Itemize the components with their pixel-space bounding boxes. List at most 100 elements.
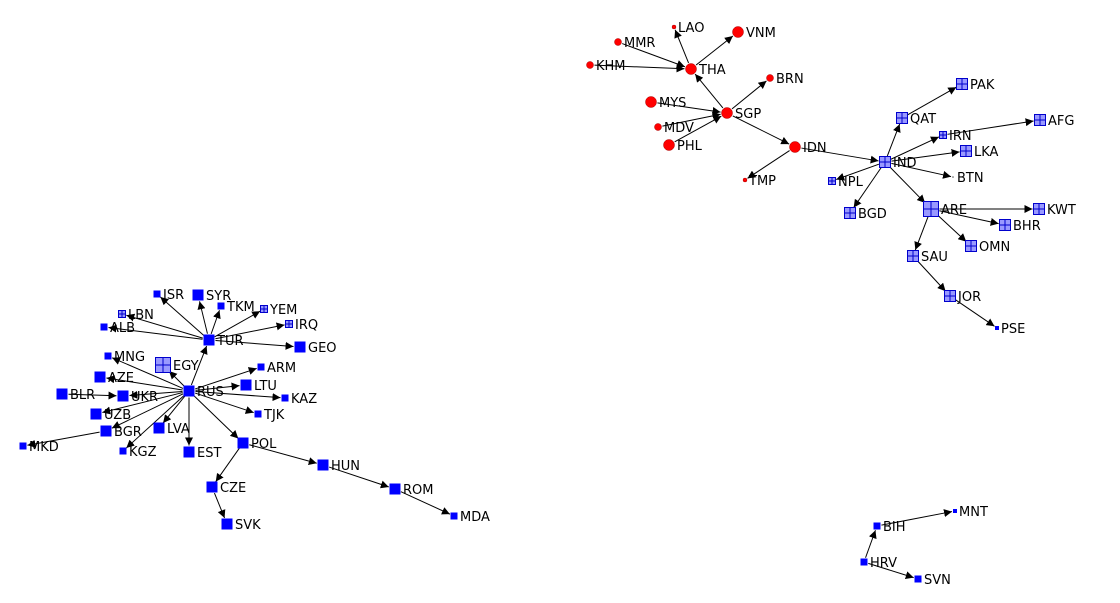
node-mnt — [953, 509, 957, 513]
node-mda — [450, 512, 458, 520]
node-label-hrv: HRV — [870, 556, 897, 571]
edge-idn-ind — [801, 147, 879, 164]
node-label-arm: ARM — [267, 361, 296, 376]
node-label-omn: OMN — [979, 240, 1010, 255]
edge-mys-sgp — [657, 102, 721, 115]
edge-hrv-svn — [868, 562, 914, 580]
node-alb — [100, 323, 108, 331]
node-label-syr: SYR — [206, 289, 231, 304]
node-afg — [1034, 114, 1046, 126]
node-label-hun: HUN — [331, 459, 360, 474]
node-label-svk: SVK — [235, 518, 261, 533]
edge-irn-afg — [947, 118, 1034, 135]
node-jor — [944, 290, 956, 302]
edge-rus-lva — [162, 395, 186, 424]
node-tha — [685, 63, 697, 75]
edge-pol-hun — [249, 444, 317, 466]
node-label-geo: GEO — [308, 341, 337, 356]
node-omn — [965, 240, 977, 252]
node-label-ukr: UKR — [131, 390, 158, 405]
edge-sgp-idn — [732, 115, 790, 145]
node-yem — [260, 305, 268, 313]
node-arm — [257, 363, 265, 371]
node-mdv — [654, 123, 662, 131]
node-ltu — [240, 379, 252, 391]
node-label-cze: CZE — [220, 481, 246, 496]
edge-khm-tha — [594, 64, 685, 73]
node-tmp — [742, 177, 748, 183]
node-idn — [789, 141, 801, 153]
edge-rus-uzb — [102, 392, 183, 415]
node-label-ind: IND — [893, 156, 917, 171]
edge-are-bhr — [939, 210, 999, 226]
node-label-bgd: BGD — [858, 207, 887, 222]
node-label-uzb: UZB — [104, 408, 131, 423]
edge-mdv-sgp — [662, 111, 721, 127]
node-label-lbn: LBN — [128, 308, 154, 323]
edge-tur-irq — [215, 322, 285, 340]
node-kgz — [119, 447, 127, 455]
edge-tur-lbn — [126, 313, 203, 339]
node-label-tkm: TKM — [226, 300, 255, 315]
node-rom — [389, 483, 401, 495]
node-svn — [914, 575, 922, 583]
node-label-brn: BRN — [776, 72, 804, 87]
node-label-alb: ALB — [110, 321, 135, 336]
edge-qat-pak — [907, 86, 957, 116]
node-tjk — [254, 410, 262, 418]
node-kaz — [281, 394, 289, 402]
node-mng — [104, 352, 112, 360]
node-label-khm: KHM — [596, 59, 626, 74]
node-mys — [645, 96, 657, 108]
node-layer — [19, 24, 1046, 583]
edge-tha-vnm — [695, 35, 734, 66]
node-label-tjk: TJK — [263, 408, 285, 423]
node-label-est: EST — [197, 446, 221, 461]
edge-rus-kgz — [125, 395, 185, 449]
edge-ind-lka — [891, 148, 960, 162]
node-label-lao: LAO — [678, 21, 704, 36]
edge-are-sau — [914, 216, 929, 251]
edge-mmr-tha — [622, 43, 686, 68]
node-kwt — [1033, 203, 1045, 215]
edge-rus-tjk — [195, 392, 254, 414]
node-hrv — [860, 558, 868, 566]
node-label-kgz: KGZ — [129, 445, 157, 460]
node-lao — [671, 24, 677, 30]
node-sau — [907, 250, 919, 262]
node-bhr — [999, 219, 1011, 231]
edge-tur-isr — [160, 296, 205, 337]
node-label-irq: IRQ — [295, 318, 318, 333]
node-label-mys: MYS — [659, 96, 686, 111]
node-label-mda: MDA — [460, 510, 490, 525]
node-irn — [939, 131, 947, 139]
edge-tur-geo — [215, 340, 294, 350]
node-aze — [94, 371, 106, 383]
node-label-pse: PSE — [1001, 322, 1025, 337]
node-label-mnt: MNT — [959, 505, 988, 520]
edge-rus-kaz — [195, 390, 281, 402]
node-blr — [56, 388, 68, 400]
edge-tur-yem — [214, 310, 261, 338]
node-label-mdv: MDV — [664, 121, 694, 136]
node-label-qat: QAT — [910, 112, 936, 127]
edge-rus-pol — [193, 395, 239, 439]
node-label-rus: RUS — [197, 385, 224, 400]
node-phl — [663, 139, 675, 151]
edge-tur-tkm — [210, 310, 221, 335]
edge-ind-are — [889, 166, 926, 204]
edge-tur-alb — [108, 324, 203, 340]
node-label-rom: ROM — [403, 483, 433, 498]
edge-rus-mng — [111, 357, 184, 389]
edge-sau-jor — [917, 260, 946, 292]
node-tur — [203, 334, 215, 346]
node-qat — [896, 112, 908, 124]
node-label-bih: BIH — [883, 520, 906, 535]
node-label-vnm: VNM — [746, 26, 776, 41]
node-bih — [873, 522, 881, 530]
node-label-lva: LVA — [167, 422, 190, 437]
node-label-blr: BLR — [70, 388, 95, 403]
edge-ind-btn — [891, 162, 952, 179]
node-isr — [153, 290, 161, 298]
node-label-tur: TUR — [216, 334, 244, 349]
